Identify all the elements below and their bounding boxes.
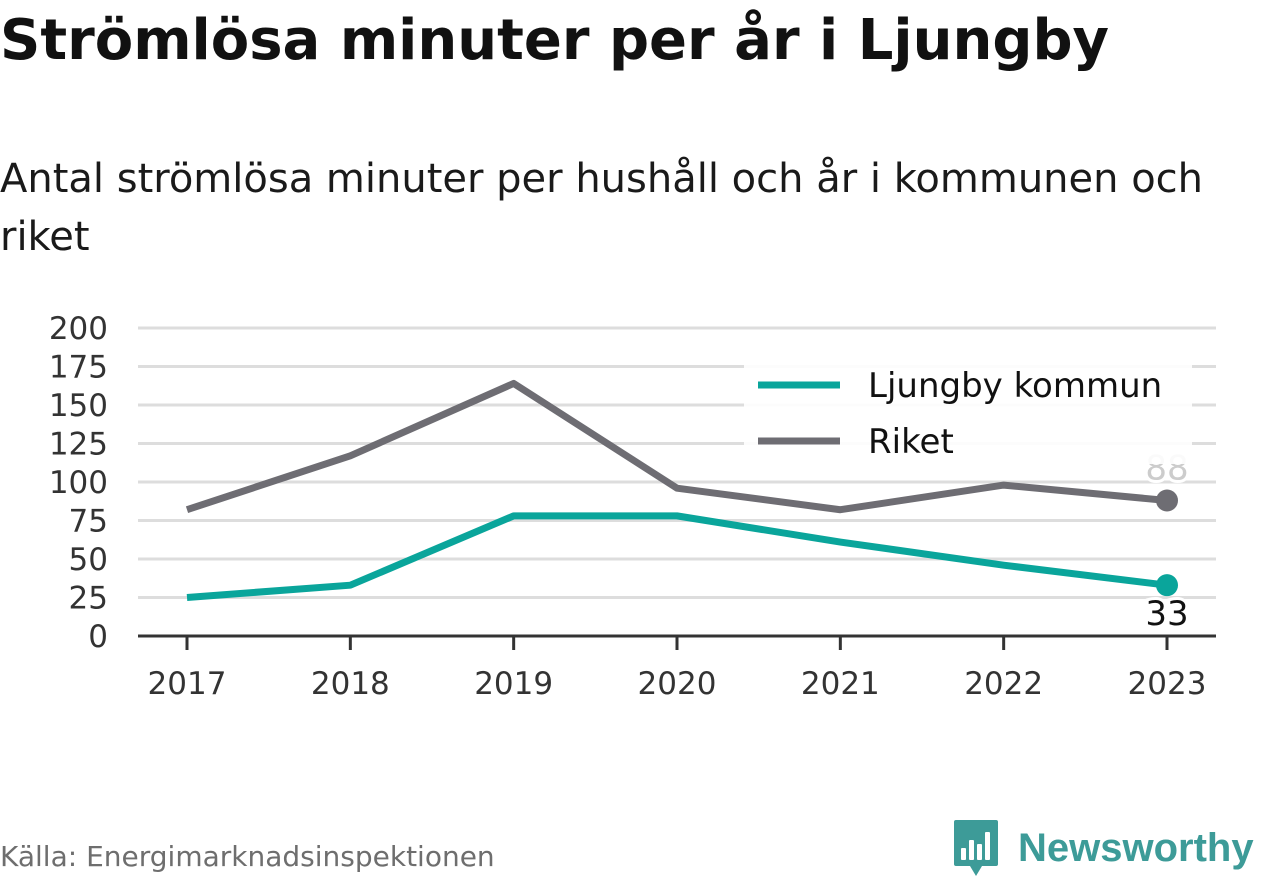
end-point-marker (1156, 489, 1178, 512)
chart-title: Strömlösa minuter per år i Ljungby (0, 8, 1110, 73)
y-tick-label: 200 (49, 311, 108, 347)
source-note: Källa: Energimarknadsinspektionen (0, 840, 495, 873)
x-tick-label: 2023 (1128, 666, 1207, 702)
y-tick-label: 0 (88, 619, 108, 655)
x-tick-label: 2017 (148, 666, 227, 702)
y-tick-label: 175 (49, 350, 108, 386)
y-tick-label: 150 (49, 388, 108, 424)
brand-name: Newsworthy (1018, 825, 1254, 870)
brand-logo: Newsworthy (952, 818, 1254, 878)
y-tick-label: 75 (69, 504, 108, 540)
x-tick-label: 2022 (964, 666, 1043, 702)
chart-subtitle: Antal strömlösa minuter per hushåll och … (0, 156, 1204, 260)
end-value-label: 33 (1145, 594, 1188, 634)
end-point-marker (1156, 574, 1178, 597)
bar-chart-badge-icon (954, 820, 998, 876)
y-tick-label: 50 (69, 542, 108, 578)
y-tick-label: 125 (49, 427, 108, 463)
series-line (186, 512, 1168, 601)
legend-background (744, 352, 1192, 464)
y-tick-label: 100 (49, 465, 108, 501)
series-line (185, 379, 1168, 514)
x-tick-label: 2020 (638, 666, 717, 702)
y-tick-label: 25 (69, 581, 108, 617)
x-tick-label: 2019 (474, 666, 553, 702)
x-tick-label: 2018 (311, 666, 390, 702)
x-tick-label: 2021 (801, 666, 880, 702)
legend-label: Ljungby kommun (868, 366, 1162, 406)
legend-label: Riket (868, 422, 954, 462)
